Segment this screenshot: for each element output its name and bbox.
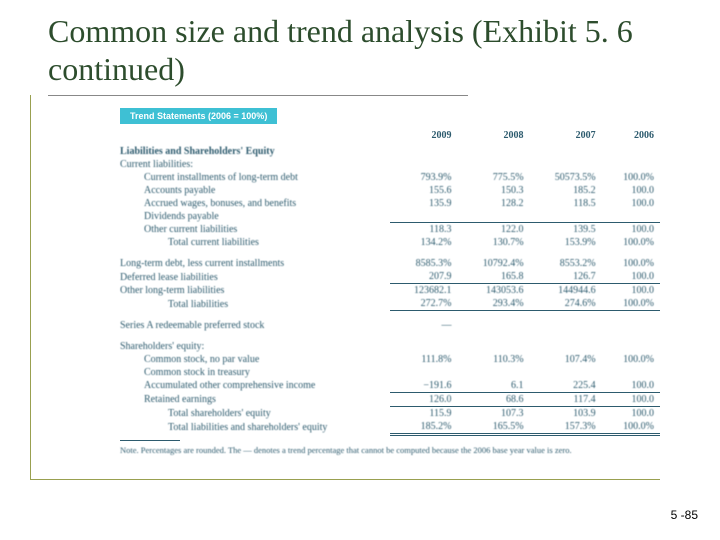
col-2007: 2007 [530, 128, 602, 145]
year-header-row: 2009 2008 2007 2006 [120, 128, 660, 145]
slide-number: 5 -85 [671, 508, 698, 522]
title-rule [48, 95, 468, 96]
table-row: Common stock, no par value111.8%110.3%10… [120, 353, 660, 366]
table-row: Dividends payable [120, 210, 660, 223]
table-row: Accrued wages, bonuses, and benefits135.… [120, 197, 660, 210]
exhibit-content: Trend Statements (2006 = 100%) 2009 2008… [120, 106, 660, 461]
col-2006: 2006 [602, 128, 660, 145]
table-row: Total shareholders' equity115.9107.3103.… [120, 406, 660, 420]
trend-table: 2009 2008 2007 2006 Liabilities and Shar… [120, 128, 660, 436]
table-row: Total liabilities272.7%293.4%274.6%100.0… [120, 297, 660, 311]
table-row: Liabilities and Shareholders' Equity [120, 145, 660, 158]
table-row: Total liabilities and shareholders' equi… [120, 420, 660, 435]
table-row: Current installments of long-term debt79… [120, 171, 660, 184]
col-2008: 2008 [457, 128, 529, 145]
page-title: Common size and trend analysis (Exhibit … [20, 12, 700, 95]
col-2009: 2009 [390, 128, 457, 145]
table-row: Shareholders' equity: [120, 340, 660, 353]
table-row: Retained earnings126.068.6117.4100.0 [120, 392, 660, 406]
table-row: Other current liabilities118.3122.0139.5… [120, 223, 660, 237]
footnote: Note. Percentages are rounded. The — den… [120, 443, 660, 461]
table-row: Series A redeemable preferred stock— [120, 319, 660, 332]
table-row: Long-term debt, less current installment… [120, 257, 660, 270]
table-row: Other long-term liabilities123682.114305… [120, 284, 660, 298]
table-row: Deferred lease liabilities207.9165.8126.… [120, 270, 660, 284]
table-row: Accounts payable155.6150.3185.2100.0 [120, 184, 660, 197]
trend-banner: Trend Statements (2006 = 100%) [120, 108, 277, 124]
table-row: Accumulated other comprehensive income−1… [120, 379, 660, 393]
table-row: Total current liabilities134.2%130.7%153… [120, 236, 660, 249]
table-row: Common stock in treasury [120, 366, 660, 379]
table-row: Current liabilities: [120, 158, 660, 171]
